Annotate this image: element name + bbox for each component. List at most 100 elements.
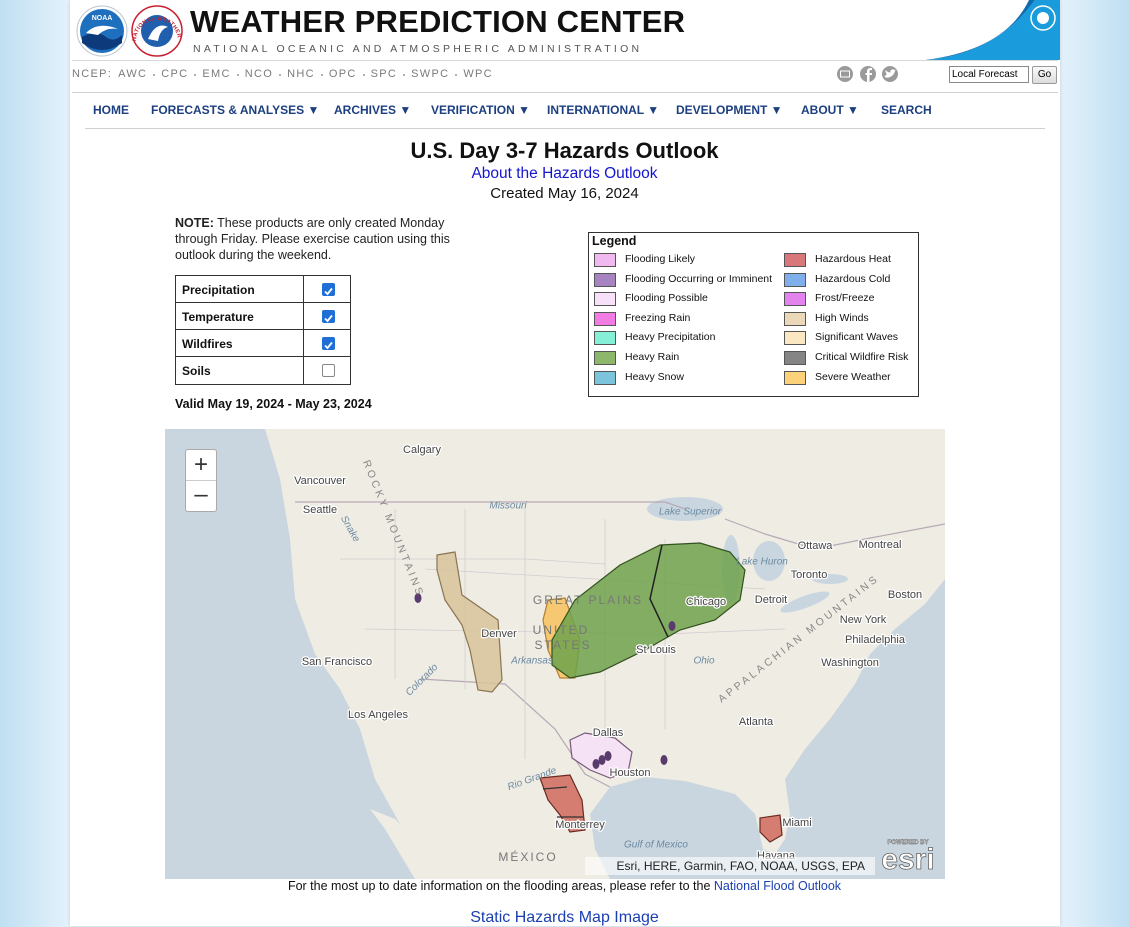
- map-label: Ottawa: [798, 540, 834, 552]
- nav-item[interactable]: FORECASTS & ANALYSES ▼: [151, 103, 320, 117]
- search-button[interactable]: Go: [1032, 66, 1057, 84]
- ncep-separator: [455, 74, 458, 76]
- map-label: Lake Superior: [659, 507, 722, 518]
- site-subtitle: NATIONAL OCEANIC AND ATMOSPHERIC ADMINIS…: [193, 43, 643, 55]
- legend-swatch: [594, 370, 616, 385]
- nav-item[interactable]: VERIFICATION ▼: [431, 103, 530, 117]
- checkmark: [324, 314, 333, 323]
- layer-checkbox[interactable]: [322, 364, 335, 377]
- swoosh-shape: [925, 0, 1060, 60]
- map-label: Chicago: [686, 596, 726, 608]
- layer-label: Precipitation: [182, 283, 255, 297]
- nav-item[interactable]: ARCHIVES ▼: [334, 103, 412, 117]
- map-label: Los Angeles: [348, 709, 408, 721]
- footer-note: For the most up to date information on t…: [0, 879, 1129, 893]
- facebook-icon-glyph: [865, 68, 872, 82]
- layer-label: Temperature: [182, 310, 254, 324]
- checkmark-path: [324, 341, 333, 350]
- ncep-link[interactable]: WPC: [463, 68, 493, 80]
- map-label: Lake Huron: [736, 557, 788, 568]
- note-label: NOTE:: [175, 216, 214, 230]
- ncep-separator: [194, 74, 197, 76]
- map-label: Arkansas: [510, 656, 553, 667]
- note: NOTE: These products are only created Mo…: [175, 215, 475, 263]
- map-label: Denver: [481, 628, 517, 640]
- ncep-separator: [236, 74, 239, 76]
- flooding-occurring-spot: [598, 755, 606, 765]
- ncep-link[interactable]: EMC: [202, 68, 231, 80]
- heavy-rain-inner-line: [649, 544, 669, 638]
- legend-title: Legend: [592, 234, 637, 248]
- search-input[interactable]: Local Forecast: [949, 66, 1029, 83]
- map-label: Houston: [610, 767, 651, 779]
- ncep-separator: [362, 74, 365, 76]
- about-link[interactable]: About the Hazards Outlook: [471, 165, 658, 182]
- esri-powered-by: POWERED BY: [887, 840, 928, 846]
- nav-item[interactable]: SEARCH: [881, 103, 932, 117]
- ncep-link[interactable]: CPC: [161, 68, 189, 80]
- legend-swatch: [594, 351, 616, 365]
- lake-huron: [753, 541, 785, 581]
- ncep-separator: [279, 74, 282, 76]
- zoom-in[interactable]: +: [186, 450, 216, 481]
- social-icons: [837, 66, 898, 82]
- legend-swatch: [594, 253, 616, 267]
- legend-label: Heavy Snow: [625, 370, 684, 383]
- flooding-occurring-spot: [414, 593, 422, 603]
- email-icon[interactable]: [837, 66, 853, 82]
- map-label: Montreal: [859, 539, 902, 551]
- site-title: WEATHER PREDICTION CENTER: [190, 4, 686, 39]
- nav-item[interactable]: DEVELOPMENT ▼: [676, 103, 783, 117]
- layer-checkbox[interactable]: [322, 283, 335, 296]
- created-date: Created May 16, 2024: [490, 185, 639, 202]
- legend-label: Hazardous Cold: [815, 272, 891, 285]
- us-canada-border: [295, 501, 945, 550]
- legend-label: High Winds: [815, 311, 869, 324]
- ncep-link[interactable]: NHC: [287, 68, 315, 80]
- flooding-occurring-spot: [604, 751, 612, 761]
- map-label: STATES: [535, 638, 592, 652]
- ncep-separator: [320, 74, 323, 76]
- nav-item[interactable]: ABOUT ▼: [801, 103, 859, 117]
- layer-checkbox[interactable]: [322, 337, 335, 350]
- ncep-link[interactable]: NCO: [244, 68, 274, 80]
- ncep-link[interactable]: AWC: [118, 68, 148, 80]
- map-label: Vancouver: [294, 475, 346, 487]
- state-line: [340, 558, 606, 565]
- map-label: Calgary: [403, 444, 441, 456]
- legend-label: Heavy Rain: [625, 351, 680, 363]
- table-row-border: [176, 302, 350, 303]
- legend-swatch: [784, 351, 806, 365]
- static-map-link[interactable]: Static Hazards Map Image: [470, 909, 659, 926]
- layer-checkbox[interactable]: [322, 310, 335, 323]
- ncep-link[interactable]: SWPC: [411, 68, 450, 80]
- nav-item[interactable]: HOME: [93, 103, 129, 117]
- map-label: Toronto: [791, 569, 828, 581]
- map-label: UNITED: [533, 623, 590, 637]
- email-icon-glyph: [840, 70, 850, 78]
- legend-swatch: [784, 311, 806, 326]
- header-rule: [72, 60, 1058, 61]
- map-label: Miami: [782, 817, 811, 829]
- map-label: Washington: [821, 657, 879, 669]
- table-row-border: [176, 356, 350, 357]
- map-attribution: Esri, HERE, Garmin, FAO, NOAA, USGS, EPA: [617, 859, 866, 873]
- checkmark-path: [324, 287, 333, 296]
- flooding-occurring-spot: [668, 621, 676, 631]
- doc-seal-center: [1037, 12, 1049, 24]
- map-label: Atlanta: [739, 716, 774, 728]
- map-label: New York: [840, 614, 887, 626]
- ncep-link[interactable]: OPC: [328, 68, 357, 80]
- ncep-link[interactable]: SPC: [370, 68, 398, 80]
- flood-outlook-link[interactable]: National Flood Outlook: [713, 879, 842, 893]
- nav-item[interactable]: INTERNATIONAL ▼: [547, 103, 660, 117]
- lake-ontario: [812, 574, 848, 584]
- map-label: Monterrey: [555, 819, 605, 831]
- legend-label: Heavy Precipitation: [625, 331, 716, 344]
- zoom-out[interactable]: –: [194, 481, 208, 508]
- hazard-map[interactable]: Calgary Vancouver Seattle Missouri Lake Supe…: [165, 429, 945, 879]
- table-col-border: [303, 276, 304, 384]
- noaa-logo-bird: [86, 25, 118, 35]
- table-row-border: [176, 329, 350, 330]
- map-label: Gulf of Mexico: [624, 840, 688, 851]
